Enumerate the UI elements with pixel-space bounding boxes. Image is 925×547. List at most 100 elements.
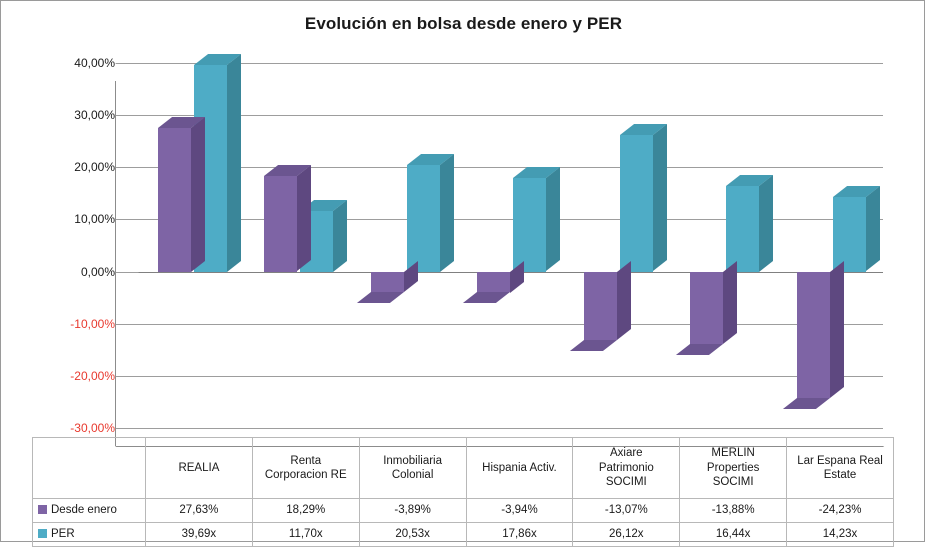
bar-cap-face — [569, 339, 617, 351]
table-value-cell: -24,23% — [786, 498, 894, 523]
bar-1-3 — [513, 167, 561, 272]
bar-front-face — [619, 135, 653, 272]
table-value-cell: 27,63% — [145, 498, 253, 523]
gridline-depth-connector — [115, 201, 163, 221]
bar-front-face — [513, 178, 547, 272]
gridline-depth-connector — [115, 45, 163, 64]
table-value-cell: 16,44x — [679, 522, 788, 547]
legend-item-1[interactable]: PER — [32, 522, 146, 547]
bar-side-face — [546, 167, 561, 272]
bar-side-face — [227, 53, 241, 272]
legend-label: Desde enero — [51, 504, 117, 517]
table-category-header: Inmobiliaria Colonial — [358, 437, 467, 499]
bar-front-face — [264, 176, 298, 272]
gridline — [138, 167, 883, 169]
bar-0-3 — [463, 260, 525, 304]
bar-1-5 — [726, 174, 774, 272]
bar-side-face — [191, 116, 205, 272]
table-category-header: MERLIN Properties SOCIMI — [679, 437, 788, 499]
table-value-cell: 39,69x — [145, 522, 253, 547]
plot-area — [115, 45, 908, 447]
bar-0-1 — [264, 165, 312, 272]
gridline — [138, 63, 883, 64]
table-value-cell: -3,89% — [358, 498, 467, 523]
bar-front-face — [726, 185, 760, 272]
bar-1-4 — [619, 124, 667, 272]
y-axis-tick-label: 30,00% — [74, 108, 115, 123]
bar-front-face — [477, 271, 511, 293]
table-category-header: REALIA — [145, 437, 253, 499]
bar-0-0 — [158, 116, 206, 272]
table-category-header: Lar Espana Real Estate — [786, 437, 894, 499]
gridline-depth-connector — [115, 410, 163, 429]
bar-front-face — [832, 197, 866, 272]
table-value-cell: 18,29% — [251, 498, 360, 523]
table-row: Desde enero 27,63% 18,29% -3,89% -3,94% -13,0… — [32, 498, 894, 523]
bar-front-face — [406, 164, 440, 272]
y-axis: 40,00% 30,00% 20,00% 10,00% 0,00% -10,00% -20,… — [31, 56, 115, 435]
table-value-cell: 26,12x — [572, 522, 681, 547]
bar-side-face — [333, 199, 348, 272]
table-value-cell: -13,07% — [572, 498, 681, 523]
chart-title: Evolución en bolsa desde enero y PER — [304, 14, 623, 33]
table-category-header: Axiare Patrimonio SOCIMI — [572, 437, 681, 499]
table-value-cell: -3,94% — [465, 498, 574, 523]
y-axis-tick-label: 20,00% — [74, 160, 115, 175]
table-category-header: Renta Corporacion RE — [251, 437, 360, 499]
y-axis-tick-label: 40,00% — [74, 56, 115, 70]
bar-cap-face — [463, 292, 511, 304]
y-axis-tick-label: -20,00% — [70, 368, 115, 383]
gridline-depth-connector — [115, 357, 163, 377]
table-category-header: Hispania Activ. — [465, 437, 574, 499]
y-axis-tick-label: -30,00% — [70, 421, 115, 435]
bar-1-2 — [406, 153, 454, 272]
legend-item-0[interactable]: Desde enero — [32, 498, 146, 523]
table-value-cell: 20,53x — [358, 522, 467, 547]
table-row: PER 39,69x 11,70x 20,53x 17,86x 26,12x 16,44x 1… — [32, 522, 894, 547]
bar-0-5 — [676, 260, 738, 355]
gridline-depth-connector — [115, 305, 163, 325]
bar-0-6 — [782, 260, 844, 409]
gridline-depth-connector — [115, 97, 163, 117]
bar-cap-face — [356, 291, 404, 303]
bar-front-face — [583, 271, 617, 340]
gridline — [138, 428, 883, 429]
table-corner-cell — [32, 437, 146, 499]
y-axis-tick-label: -10,00% — [70, 316, 115, 331]
data-table: REALIA Renta Corporacion RE Inmobiliaria Col… — [32, 437, 894, 547]
table-value-cell: 17,86x — [465, 522, 574, 547]
table-value-cell: -13,88% — [679, 498, 788, 523]
bar-side-face — [865, 186, 880, 272]
bar-0-4 — [569, 260, 631, 351]
gridline — [138, 219, 883, 221]
bar-front-face — [370, 271, 404, 292]
legend-swatch-icon — [38, 529, 47, 539]
gridline — [138, 323, 883, 325]
bar-front-face — [158, 127, 191, 272]
bar-1-6 — [832, 186, 880, 272]
bar-front-face — [796, 271, 830, 398]
bar-front-face — [690, 271, 724, 344]
legend-label: PER — [51, 528, 75, 541]
bar-cap-face — [782, 397, 830, 409]
bar-side-face — [829, 260, 844, 398]
y-axis-tick-label: 10,00% — [74, 212, 115, 227]
bar-cap-face — [676, 343, 724, 355]
bar-0-2 — [356, 260, 418, 303]
gridline-depth-connector — [115, 149, 163, 169]
bar-side-face — [616, 260, 631, 340]
y-axis-tick-label: 0,00% — [80, 264, 115, 279]
table-value-cell: 11,70x — [251, 522, 360, 547]
bar-side-face — [297, 165, 312, 272]
bar-side-face — [439, 153, 454, 272]
bar-side-face — [652, 124, 667, 272]
gridline — [138, 375, 883, 377]
gridline — [138, 115, 883, 117]
back-wall-left-edge — [115, 81, 116, 446]
bar-side-face — [723, 260, 738, 344]
table-value-cell: 14,23x — [786, 522, 894, 547]
table-header-row: REALIA Renta Corporacion RE Inmobiliaria Col… — [32, 437, 894, 499]
bar-side-face — [759, 174, 774, 272]
gridline-depth-connector — [115, 253, 163, 273]
